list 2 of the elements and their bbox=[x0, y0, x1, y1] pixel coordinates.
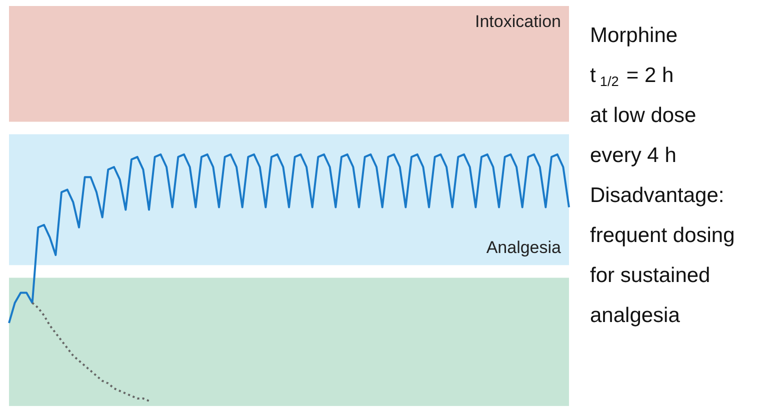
band-label: Analgesia bbox=[486, 238, 562, 258]
band-label: Intoxication bbox=[475, 12, 561, 31]
